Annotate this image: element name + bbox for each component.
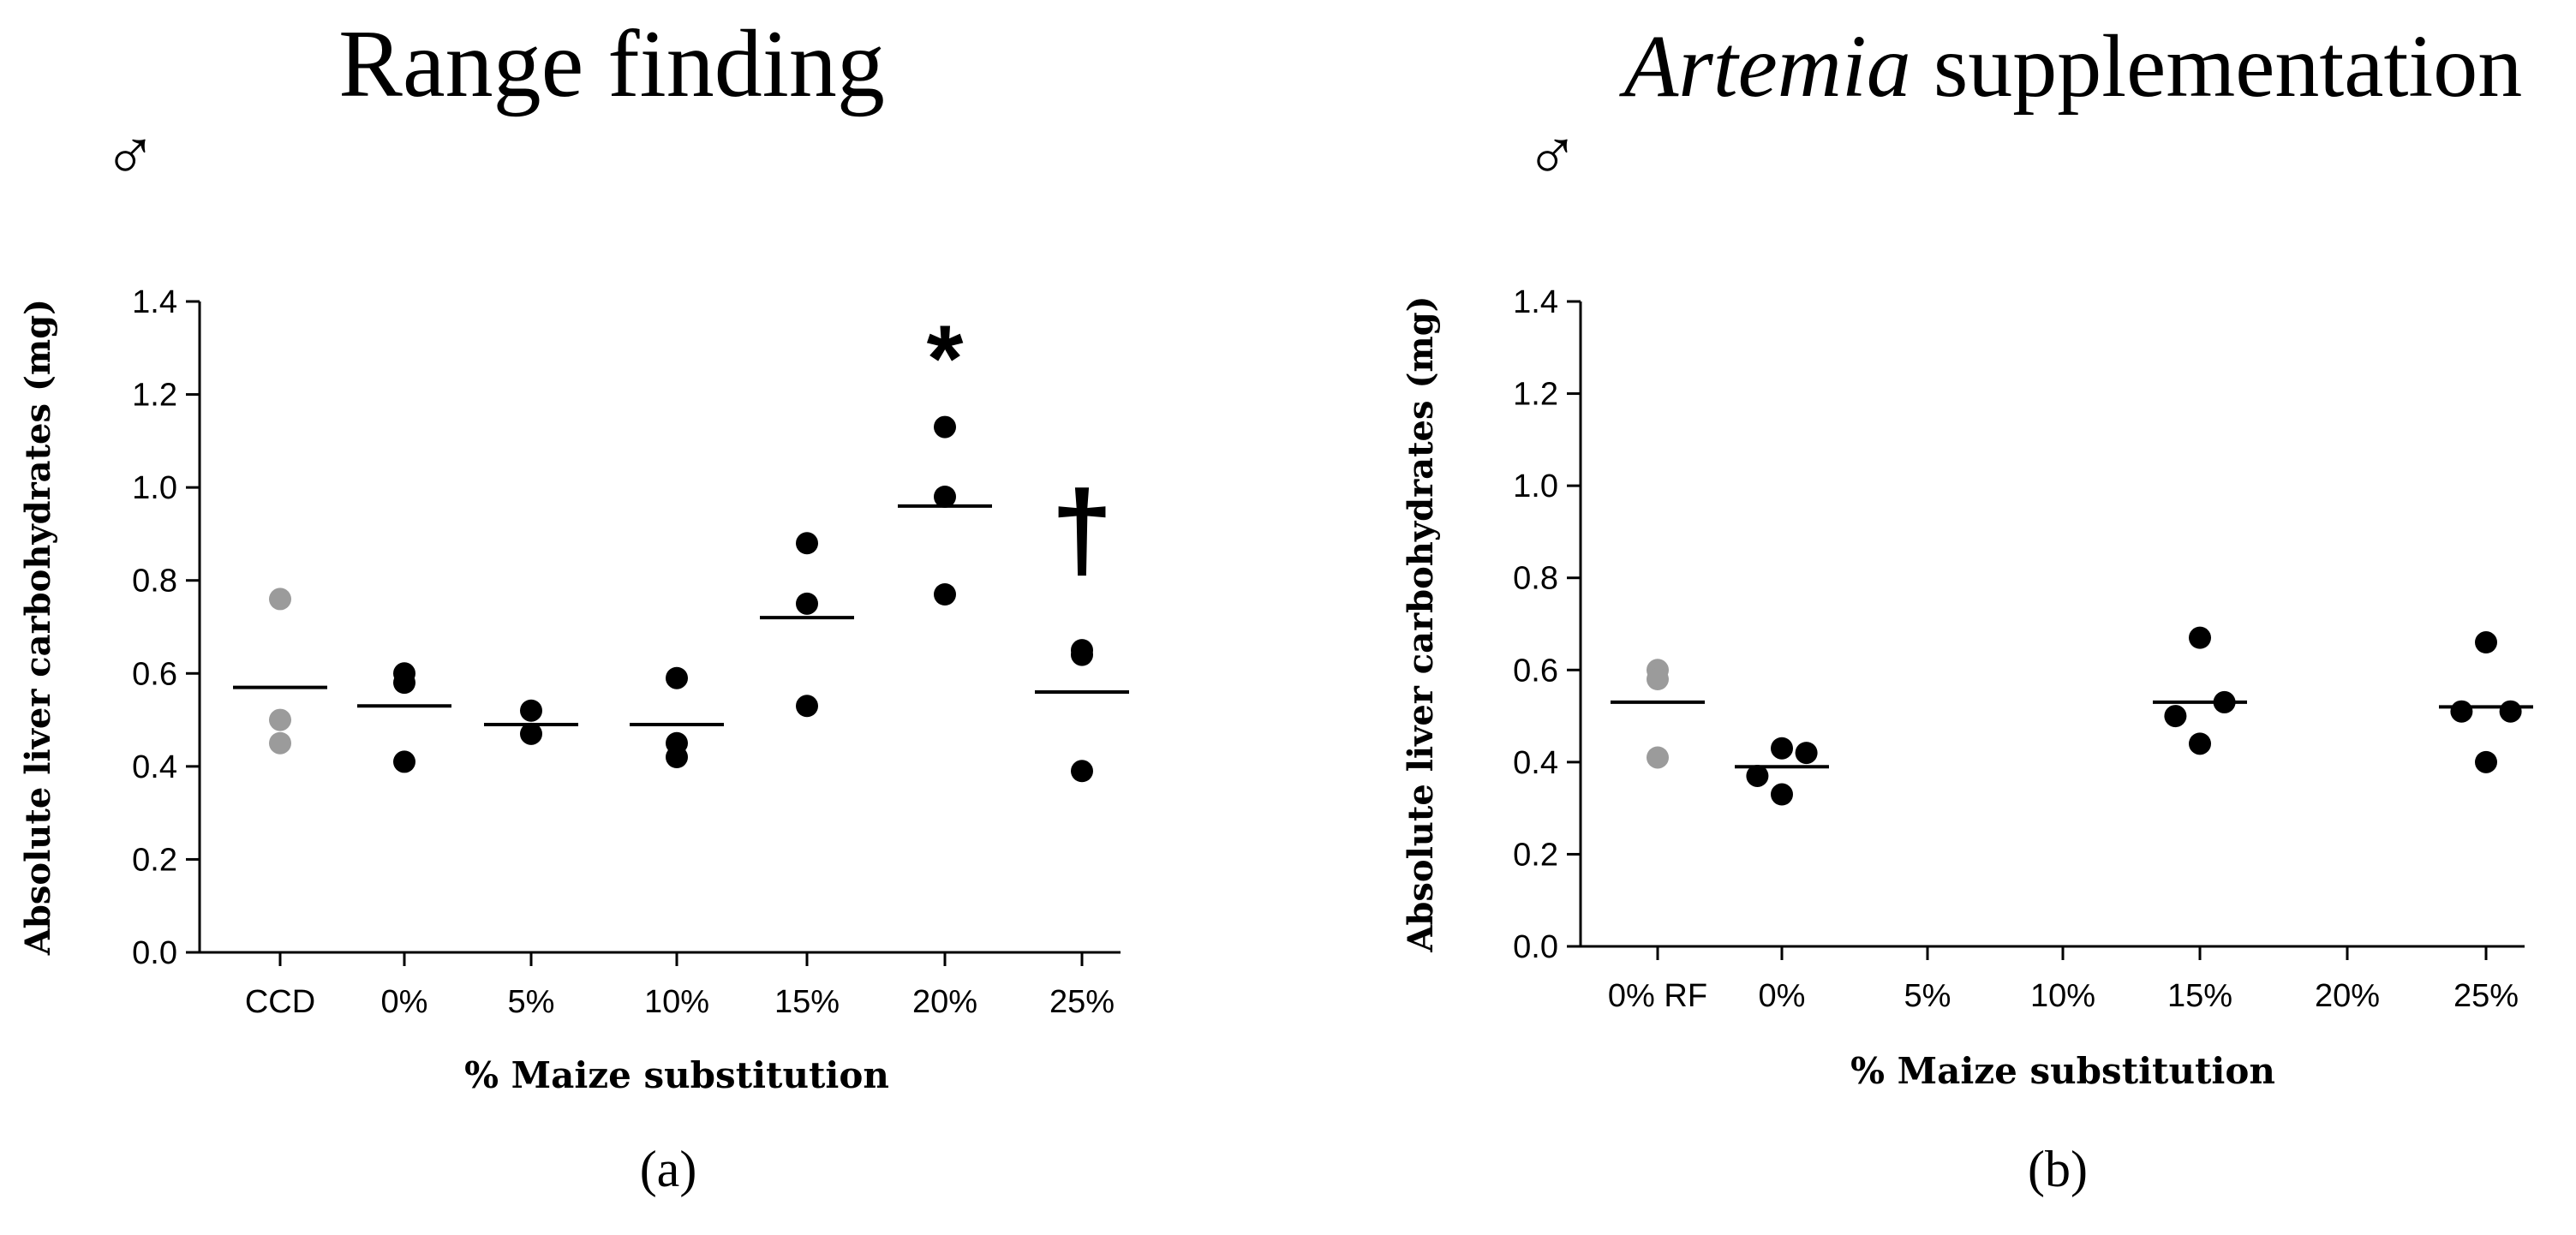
x-tick-label: 10% <box>644 984 709 1020</box>
data-point <box>796 695 818 718</box>
y-tick-label: 1.4 <box>132 284 177 320</box>
y-tick-label: 1.2 <box>1513 377 1558 413</box>
data-point <box>1746 764 1769 787</box>
data-point <box>1795 742 1818 765</box>
data-point <box>2475 750 2497 773</box>
data-point <box>666 666 688 689</box>
data-point <box>520 722 542 745</box>
data-point <box>1771 737 1793 760</box>
chart-title: Range finding <box>338 11 885 117</box>
x-axis-label: % Maize substitution <box>1850 1050 2275 1092</box>
data-point <box>269 731 291 755</box>
y-tick-label: 0.2 <box>132 842 177 878</box>
y-tick-label: 0.8 <box>132 564 177 600</box>
data-point <box>1771 783 1793 806</box>
y-tick-label: 1.4 <box>1513 284 1558 320</box>
data-point <box>934 415 956 439</box>
y-tick-label: 0.6 <box>1513 653 1558 689</box>
data-point <box>796 532 818 555</box>
panel-label: (a) <box>640 1141 697 1197</box>
data-point <box>2189 626 2211 649</box>
x-tick-label: CCD <box>245 984 315 1020</box>
x-tick-label: 5% <box>1904 978 1951 1014</box>
x-tick-label: 0% <box>381 984 428 1020</box>
chart-title-italic: Artemia <box>1619 17 1911 116</box>
data-point <box>1647 746 1669 769</box>
data-point <box>1071 760 1093 783</box>
chart-title-rest: supplementation <box>1911 17 2522 116</box>
data-point <box>934 486 956 508</box>
y-tick-label: 1.0 <box>132 470 177 506</box>
chart-title: Artemia supplementation <box>1619 17 2523 116</box>
y-axis-label: Absolute liver carbohydrates (mg) <box>18 299 58 956</box>
data-point <box>2164 705 2187 728</box>
y-tick-label: 0.6 <box>132 656 177 692</box>
data-point <box>2475 631 2497 654</box>
data-point <box>1647 668 1669 691</box>
data-point <box>666 746 688 768</box>
x-tick-label: 15% <box>2167 978 2232 1014</box>
x-tick-label: 10% <box>2030 978 2095 1014</box>
data-point <box>393 750 415 773</box>
data-point <box>520 699 542 722</box>
male-sex-icon: ♂ <box>1526 115 1580 195</box>
y-tick-label: 1.2 <box>132 378 177 414</box>
y-tick-label: 0.4 <box>1513 745 1558 781</box>
y-tick-label: 1.0 <box>1513 468 1558 504</box>
chart-panel-a: Range finding ♂ 0.0 0.2 0.4 0.6 0.8 1.0 1.2 1.4 Ab… <box>18 11 1129 1197</box>
data-point <box>2499 700 2522 723</box>
x-tick-label: 20% <box>912 984 977 1020</box>
x-tick-label: 0% <box>1759 978 1806 1014</box>
x-tick-label: 15% <box>774 984 840 1020</box>
y-tick-label: 0.0 <box>1513 929 1558 965</box>
y-tick-label: 0.0 <box>132 935 177 971</box>
y-tick-label: 0.8 <box>1513 561 1558 597</box>
male-sex-icon: ♂ <box>104 115 158 195</box>
y-tick-label: 0.2 <box>1513 837 1558 873</box>
dagger-annotation: † <box>1051 467 1113 592</box>
x-tick-label: 25% <box>2453 978 2519 1014</box>
data-point <box>1071 643 1093 666</box>
data-point <box>269 708 291 731</box>
chart-panel-b: Artemia supplementation ♂ 0.0 0.2 0.4 0.6 0.8 1… <box>1401 17 2533 1197</box>
significance-asterisk: * <box>927 306 964 411</box>
y-axis-label: Absolute liver carbohydrates (mg) <box>1401 295 1441 952</box>
panel-label: (b) <box>2028 1141 2088 1197</box>
data-point <box>269 588 291 611</box>
data-point <box>393 671 415 695</box>
x-tick-label: 5% <box>508 984 555 1020</box>
x-tick-label: 25% <box>1049 984 1115 1020</box>
x-tick-label: 20% <box>2315 978 2380 1014</box>
x-tick-label: 0% RF <box>1608 978 1707 1014</box>
data-point <box>2189 732 2211 755</box>
data-point <box>934 583 956 606</box>
data-point <box>2450 700 2473 723</box>
x-axis-label: % Maize substitution <box>464 1054 889 1096</box>
data-point <box>796 592 818 615</box>
y-tick-label: 0.4 <box>132 749 177 785</box>
